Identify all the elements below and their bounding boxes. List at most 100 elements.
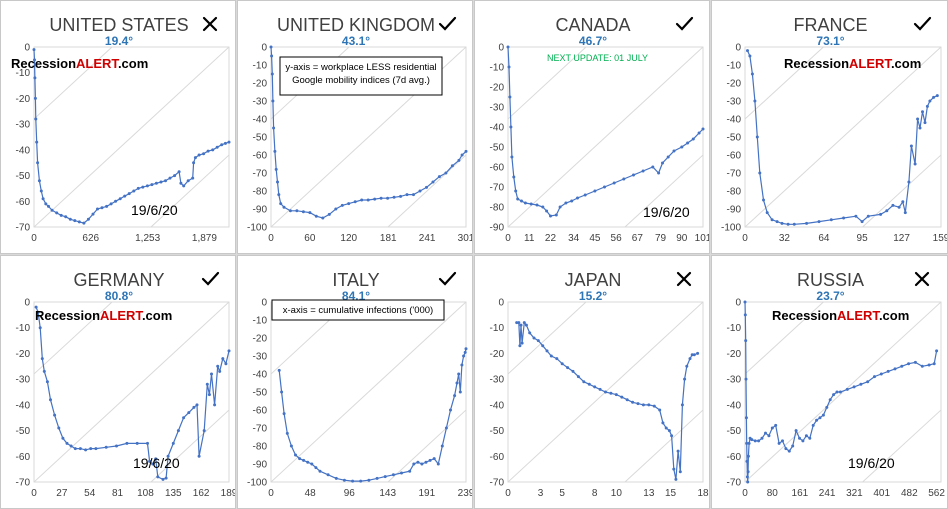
data-point (272, 126, 276, 130)
data-point (746, 49, 749, 53)
data-point (916, 117, 920, 121)
data-point (879, 212, 883, 216)
data-point (405, 193, 409, 197)
check-icon (675, 16, 694, 31)
y-tick-label: -20 (490, 83, 505, 94)
data-point (774, 423, 778, 427)
y-tick-label: -10 (253, 61, 268, 72)
y-tick-label: -40 (253, 370, 268, 381)
y-tick-label: -10 (16, 68, 31, 79)
y-tick-label: -80 (727, 187, 742, 198)
x-tick-label: 1,253 (135, 233, 160, 244)
data-point (907, 362, 911, 366)
check-icon (913, 16, 932, 31)
x-tick-label: 239 (458, 488, 473, 499)
data-point (289, 444, 293, 448)
data-point (657, 171, 661, 175)
diagonal-line (387, 154, 466, 227)
chart-panel-japan: 0 -10 -20 -30 -40 -50 -60 -70 0 3 5 8 10 13 15 18 JAPAN 1… (474, 255, 710, 509)
check-icon (438, 16, 457, 31)
data-point (566, 366, 570, 370)
data-point (676, 449, 680, 453)
data-point (811, 423, 815, 427)
diagonal-guides (745, 302, 941, 482)
y-tick-label: -30 (253, 352, 268, 363)
date-label: 19/6/20 (848, 455, 895, 471)
data-point (177, 170, 181, 174)
data-point (424, 460, 428, 464)
data-point (658, 408, 662, 412)
data-point (464, 149, 468, 153)
data-point (508, 95, 512, 99)
data-point (38, 326, 42, 330)
data-point (59, 213, 63, 217)
plot-area (744, 301, 942, 483)
cross-icon (676, 271, 692, 287)
diagonal-line (862, 154, 941, 227)
y-tick-label: -50 (727, 426, 742, 437)
data-point (625, 398, 629, 402)
diagonal-guides (34, 302, 229, 482)
data-point (680, 145, 684, 149)
x-tick-label: 181 (380, 233, 397, 244)
data-point (55, 211, 59, 215)
angle-label: 46.7° (579, 34, 607, 48)
data-point (932, 95, 936, 99)
x-tick-label: 159 (933, 233, 948, 244)
data-point (437, 175, 441, 179)
y-tick-label: -10 (490, 63, 505, 74)
data-point (334, 476, 338, 480)
data-point (604, 390, 607, 394)
data-point (373, 197, 377, 201)
data-point (282, 412, 286, 416)
data-point (36, 310, 40, 314)
x-tick-label: 79 (655, 233, 667, 244)
diagonal-line (34, 302, 229, 482)
data-point (506, 45, 510, 49)
data-point (845, 387, 849, 391)
data-point (907, 180, 911, 184)
data-point (609, 391, 613, 395)
data-point (351, 479, 355, 483)
series-line (270, 46, 467, 219)
y-tick-label: 0 (735, 43, 741, 54)
data-point (631, 400, 635, 404)
note-text: Google mobility indices (7d avg.) (292, 75, 430, 86)
data-point (207, 393, 211, 397)
angle-label: 15.2° (579, 289, 607, 303)
x-tick-label: 562 (928, 488, 945, 499)
x-tick-label: 81 (112, 488, 124, 499)
data-point (661, 161, 664, 165)
data-point (651, 165, 655, 169)
data-point (109, 202, 113, 206)
x-tick-label: 95 (857, 233, 869, 244)
data-point (770, 218, 774, 222)
data-point (457, 158, 461, 162)
diagonal-line (150, 154, 229, 227)
data-point (270, 54, 274, 58)
data-point (69, 444, 73, 448)
diagonal-line (34, 47, 113, 120)
plot-area (33, 301, 230, 483)
data-point (775, 220, 779, 224)
angle-label: 43.1° (342, 34, 370, 48)
data-point (310, 462, 314, 466)
data-point (854, 214, 858, 218)
chart-svg: 0-10-20-30-40-50-60-700 626 1,253 1,879UNIT… (11, 15, 231, 244)
data-point (367, 478, 371, 482)
data-point (114, 199, 118, 203)
date-label: 19/6/20 (643, 204, 690, 220)
data-point (458, 390, 462, 394)
y-tick-label: -60 (490, 452, 505, 463)
data-point (84, 448, 88, 452)
data-point (221, 357, 225, 361)
data-point (764, 431, 767, 435)
plot-area (270, 46, 467, 228)
x-tick-label: 161 (792, 488, 809, 499)
y-tick-label: -30 (253, 97, 268, 108)
data-point (463, 350, 467, 354)
y-tick-label: -90 (253, 205, 268, 216)
data-point (667, 429, 671, 433)
data-point (159, 180, 163, 184)
